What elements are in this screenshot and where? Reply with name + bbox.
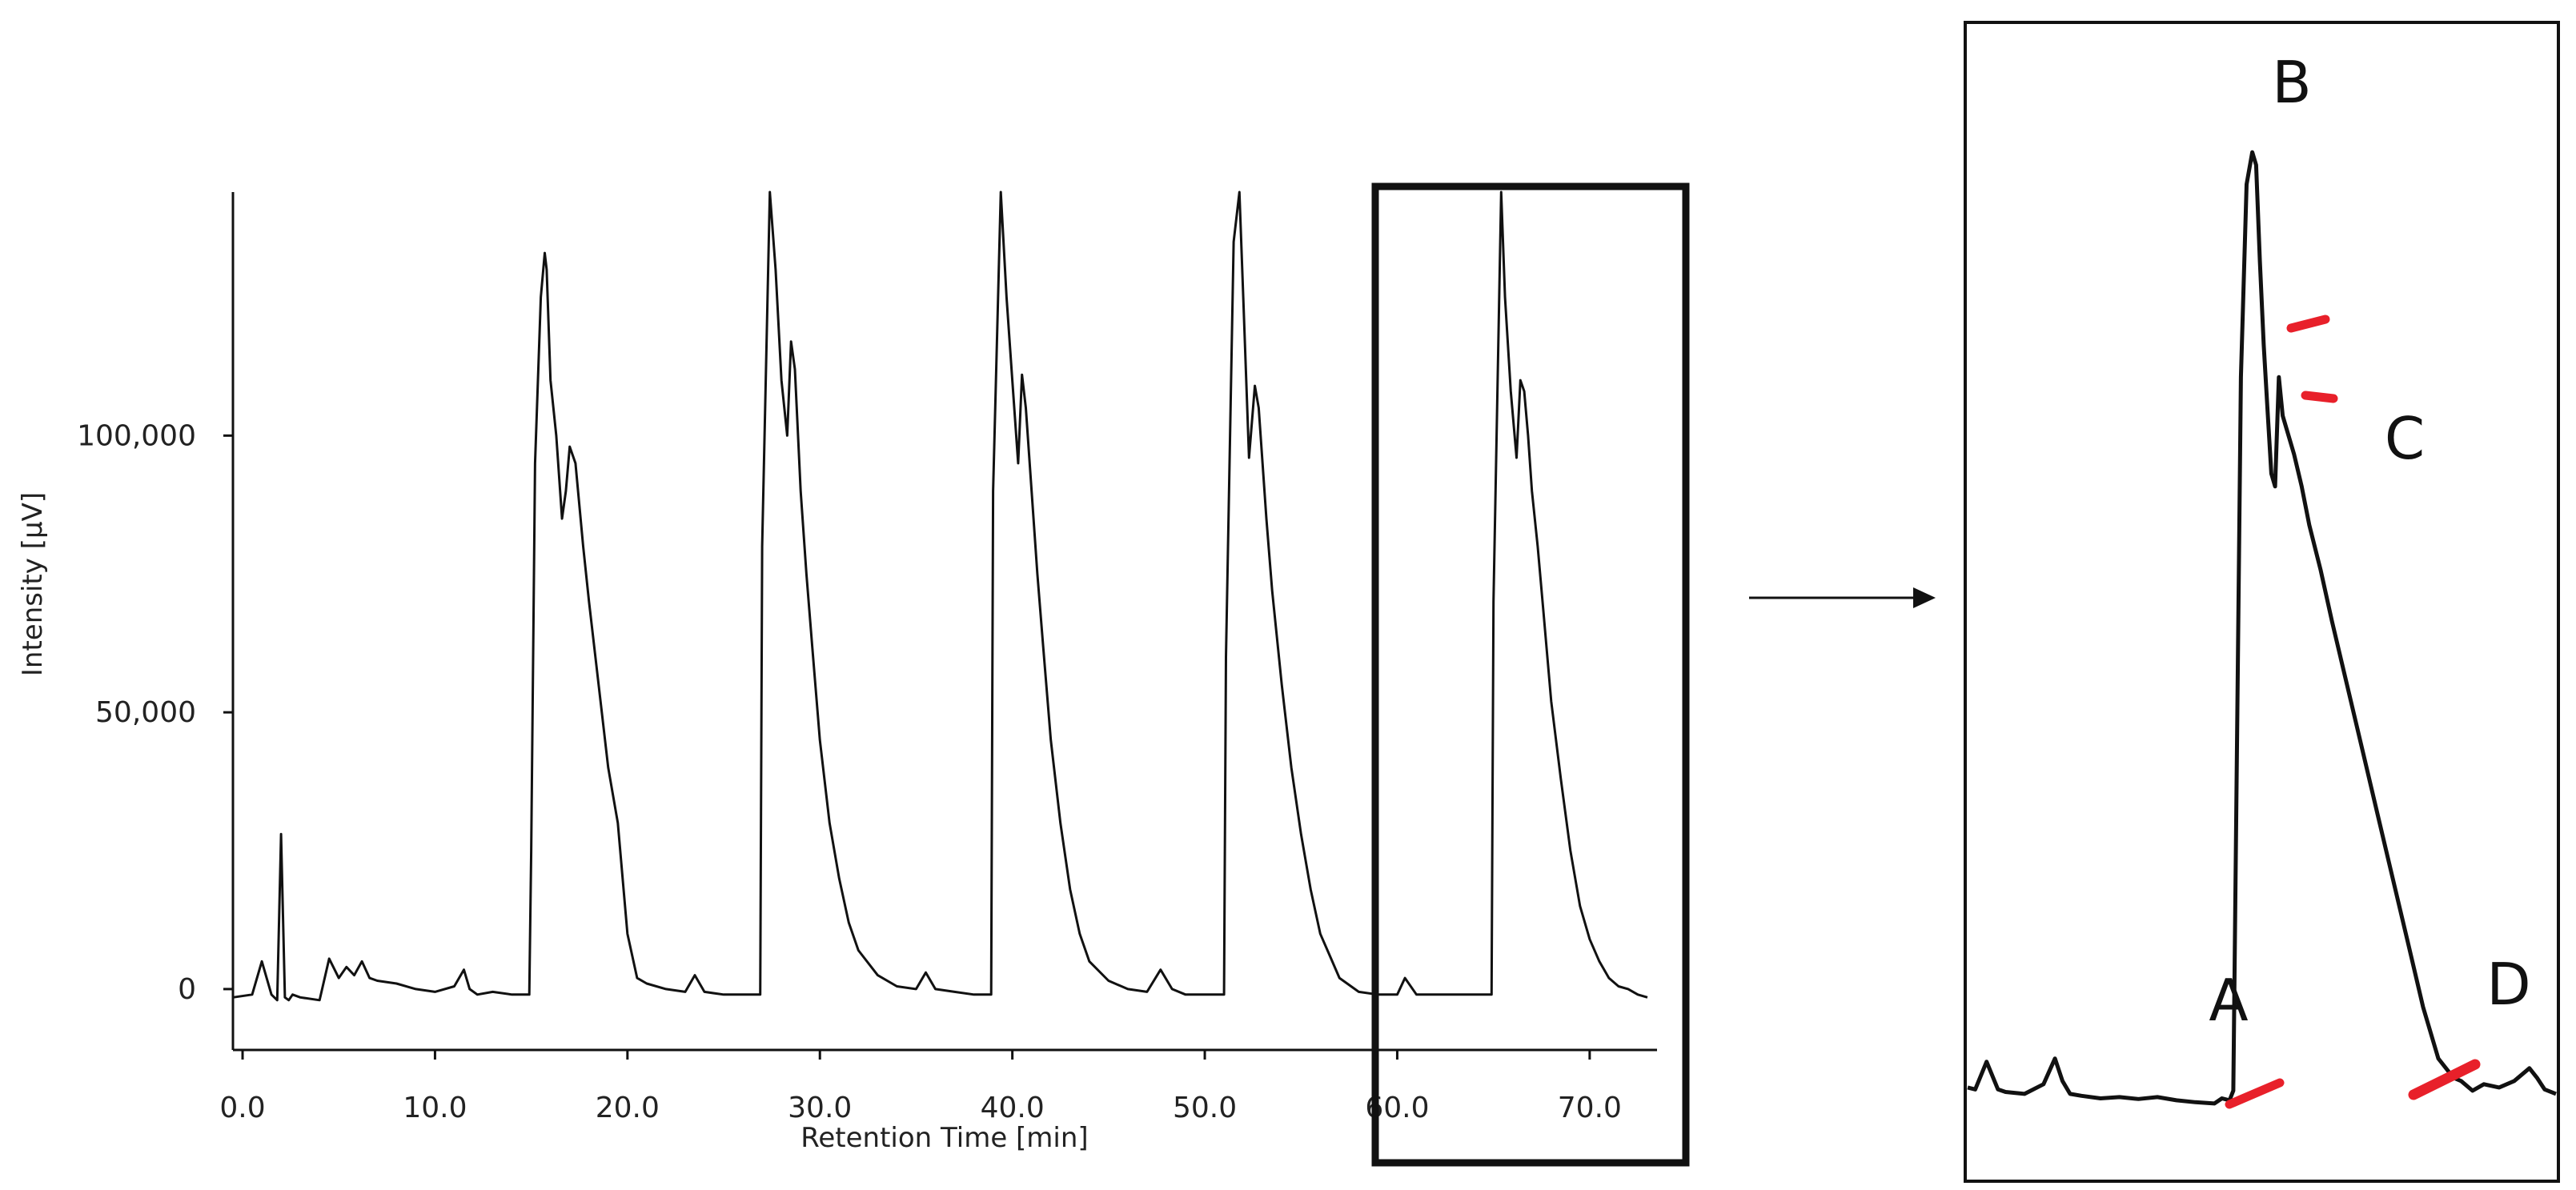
x-tick-label: 40.0: [981, 1092, 1045, 1124]
marker-b: [2286, 315, 2330, 333]
x-axis-ticks: 0.0 10.0 20.0 30.0 40.0 50.0 60.0 70.0: [219, 1050, 1622, 1124]
inset-frame: [1964, 21, 2560, 1183]
marker-c: [2301, 391, 2338, 403]
x-tick-label: 30.0: [788, 1092, 852, 1124]
y-axis-title: Intensity [μV]: [17, 492, 49, 676]
zoom-arrow: [1749, 587, 1936, 608]
x-tick-label: 70.0: [1558, 1092, 1622, 1124]
label-c: C: [2385, 405, 2425, 472]
x-tick-label: 10.0: [403, 1092, 467, 1124]
label-d: D: [2486, 951, 2530, 1018]
label-b: B: [2272, 49, 2311, 116]
y-tick-label: 50,000: [95, 696, 196, 729]
arrow-head: [1913, 587, 1936, 608]
x-tick-label: 50.0: [1173, 1092, 1237, 1124]
inset-zoom-panel: B C A D: [1964, 21, 2560, 1183]
y-tick-label: 100,000: [77, 419, 196, 452]
chromatogram-trace: [232, 190, 1648, 1002]
x-tick-label: 0.0: [219, 1092, 265, 1124]
marker-d: [2408, 1059, 2481, 1100]
label-a: A: [2209, 967, 2248, 1034]
zoom-selection-box: [1371, 182, 1690, 1167]
y-axis-ticks: 0 50,000 100,000: [77, 419, 233, 1006]
x-axis-title: Retention Time [min]: [800, 1122, 1088, 1154]
inset-trace: [1967, 150, 2557, 1106]
y-tick-label: 0: [178, 973, 196, 1006]
x-tick-label: 20.0: [596, 1092, 660, 1124]
marker-a: [2225, 1078, 2285, 1109]
